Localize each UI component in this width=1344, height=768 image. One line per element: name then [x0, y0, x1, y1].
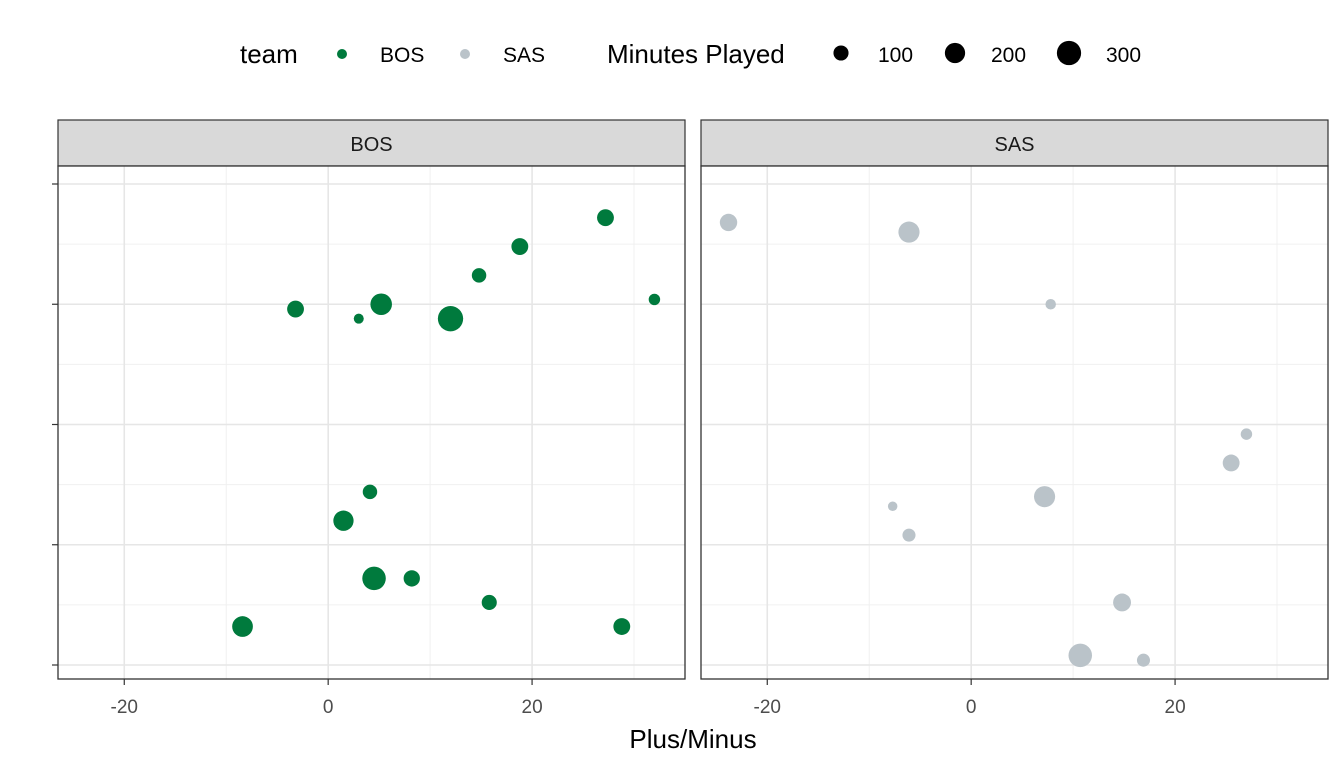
point-bos-6	[353, 313, 364, 324]
point-bos-12	[481, 594, 497, 611]
point-bos-7	[437, 306, 464, 332]
x-axis-title: Plus/Minus	[629, 724, 756, 754]
point-sas-7	[902, 528, 916, 542]
panel-background	[58, 166, 685, 679]
point-sas-10	[1136, 653, 1150, 667]
x-tick-label: 0	[966, 697, 977, 718]
point-bos-5	[370, 293, 392, 316]
point-bos-10	[362, 566, 386, 591]
point-bos-4	[287, 300, 304, 318]
point-sas-8	[1113, 593, 1132, 612]
x-tick-label: 0	[323, 697, 334, 718]
legend-size-label-100: 100	[878, 44, 913, 67]
legend-size-key-100	[833, 45, 849, 61]
point-bos-8	[362, 484, 378, 500]
facet-panel-bos: BOS -20 0 20	[57, 119, 686, 718]
point-sas-5	[1034, 486, 1056, 508]
legend-label-bos: BOS	[380, 44, 424, 67]
legend-size-title: Minutes Played	[607, 39, 785, 69]
point-sas-4	[1222, 454, 1240, 472]
panel-border	[57, 165, 686, 680]
facet-strip	[700, 119, 1329, 167]
point-sas-6	[887, 501, 898, 511]
legend-size-entries: 100 200 300	[833, 40, 1141, 67]
y-axis-ticks	[52, 183, 58, 666]
legend-key-sas	[460, 49, 470, 59]
point-bos-3	[648, 293, 661, 306]
legend-color-entries: BOS SAS	[337, 44, 545, 67]
point-bos-11	[403, 570, 420, 587]
legend-size-label-200: 200	[991, 44, 1026, 67]
point-bos-13	[232, 616, 253, 637]
legend-color-title: team	[240, 39, 298, 69]
panel-background	[701, 166, 1328, 679]
point-bos-1	[511, 238, 529, 255]
point-sas-1	[898, 221, 920, 243]
point-bos-14	[613, 618, 631, 635]
facet-strip-label: BOS	[350, 134, 392, 156]
x-tick-label: 20	[522, 697, 543, 718]
x-tick-label: -20	[111, 697, 138, 718]
x-tick-label: -20	[754, 697, 781, 718]
point-sas-9	[1068, 643, 1093, 668]
facet-strip-label: SAS	[994, 134, 1034, 156]
point-bos-2	[471, 268, 487, 283]
facet-panels: BOS -20 0 20 SAS -20 0 20	[57, 119, 1329, 718]
facet-strip	[57, 119, 686, 167]
legend: team BOS SAS Minutes Played 100 200 300	[240, 39, 1141, 69]
point-sas-3	[1240, 428, 1253, 440]
legend-size-key-300	[1056, 40, 1082, 66]
point-sas-2	[1045, 298, 1056, 310]
point-sas-0	[719, 213, 738, 232]
panel-border	[700, 165, 1329, 680]
legend-label-sas: SAS	[503, 44, 545, 67]
legend-key-bos	[337, 49, 347, 59]
x-tick-label: 20	[1165, 697, 1186, 718]
point-bos-0	[597, 209, 614, 227]
legend-size-key-200	[944, 42, 966, 64]
facet-panel-sas: SAS -20 0 20	[700, 119, 1329, 718]
legend-size-label-300: 300	[1106, 44, 1141, 67]
point-bos-9	[333, 510, 354, 531]
